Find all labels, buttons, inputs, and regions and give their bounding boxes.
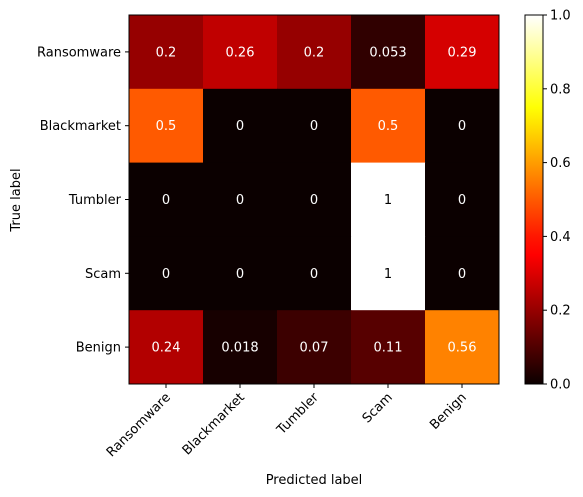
x-tick-label: Tumbler (274, 390, 323, 439)
cell-value-label: 0 (310, 267, 318, 282)
x-tick-label: Benign (427, 390, 470, 433)
heatmap-cell (203, 162, 278, 237)
heatmap-cell (129, 162, 204, 237)
cell-value-label: 0 (162, 267, 170, 282)
heatmap-cell (277, 310, 352, 385)
colorbar-tick-label: 0.6 (550, 156, 571, 171)
heatmap-cell (129, 15, 204, 90)
cell-value-label: 0.5 (378, 119, 399, 134)
colorbar-tick-label: 0.2 (550, 304, 571, 319)
cell-value-label: 0.24 (152, 341, 181, 356)
heatmap-cell (203, 15, 278, 90)
y-tick-label: Ransomware (37, 45, 121, 60)
heatmap-cell (129, 88, 204, 164)
y-tick-label: Scam (85, 267, 121, 282)
colorbar (524, 14, 544, 385)
cell-value-label: 1 (384, 267, 392, 282)
heatmap-cell (351, 310, 426, 385)
cell-value-label: 0 (236, 267, 244, 282)
x-tick-label: Scam (360, 390, 396, 426)
cell-value-label: 0 (458, 119, 466, 134)
cell-value-label: 0.018 (221, 341, 258, 356)
heatmap-cell-labels: 0.2 0.26 0.2 0.053 0.29 0.5 0 0 0.5 0 0 0 0 1 0 0 0 0 1 0 0.… (152, 45, 477, 355)
cell-value-label: 1 (384, 193, 392, 208)
y-axis-ticks: Ransomware Blackmarket Tumbler Scam Benign (37, 45, 129, 356)
heatmap-cell (203, 236, 278, 311)
cell-value-label: 0.11 (374, 341, 403, 356)
heatmap-cell (277, 162, 352, 237)
heatmap-cell (351, 88, 426, 164)
y-tick-label: Blackmarket (40, 119, 121, 134)
x-tick-label: Ransomware (104, 390, 174, 460)
cell-value-label: 0 (236, 193, 244, 208)
heatmap-cell (425, 162, 500, 237)
heatmap-cell (203, 310, 278, 385)
colorbar-tick-label: 0.8 (550, 82, 571, 97)
heatmap-cell (277, 88, 352, 164)
cell-value-label: 0 (458, 267, 466, 282)
colorbar-tick-label: 0.4 (550, 230, 571, 245)
colorbar-tick-label: 0.0 (550, 378, 571, 393)
y-tick-label: Tumbler (68, 193, 122, 208)
heatmap-cell (425, 236, 500, 311)
heatmap-cell (425, 15, 500, 90)
y-axis-label: True label (9, 168, 24, 232)
cell-value-label: 0.053 (369, 45, 406, 60)
cell-value-label: 0 (310, 193, 318, 208)
cell-value-label: 0 (310, 119, 318, 134)
cell-value-label: 0.5 (156, 119, 177, 134)
heatmap-cell (129, 310, 204, 385)
cell-value-label: 0.2 (304, 45, 325, 60)
heatmap-cell (425, 310, 500, 385)
heatmap-cell (351, 15, 426, 90)
cell-value-label: 0 (458, 193, 466, 208)
cell-value-label: 0 (236, 119, 244, 134)
colorbar-ticks: 0.0 0.2 0.4 0.6 0.8 1.0 (543, 9, 571, 393)
x-tick-label: Blackmarket (180, 390, 248, 458)
heatmap-cells (129, 15, 500, 385)
y-tick-label: Benign (76, 341, 121, 356)
x-axis-label: Predicted label (266, 473, 363, 488)
cell-value-label: 0.29 (448, 45, 477, 60)
heatmap-cell (351, 162, 426, 237)
cell-value-label: 0.07 (300, 341, 329, 356)
heatmap-cell (277, 236, 352, 311)
heatmap-cell (129, 236, 204, 311)
cell-value-label: 0 (162, 193, 170, 208)
cell-value-label: 0.26 (226, 45, 255, 60)
cell-value-label: 0.56 (448, 341, 477, 356)
x-axis-ticks: Ransomware Blackmarket Tumbler Scam Benign (104, 384, 470, 460)
heatmap-cell (425, 88, 500, 164)
cell-value-label: 0.2 (156, 45, 177, 60)
heatmap-cell (203, 88, 278, 164)
heatmap-cell (351, 236, 426, 311)
colorbar-tick-label: 1.0 (550, 9, 571, 24)
heatmap-cell (277, 15, 352, 90)
